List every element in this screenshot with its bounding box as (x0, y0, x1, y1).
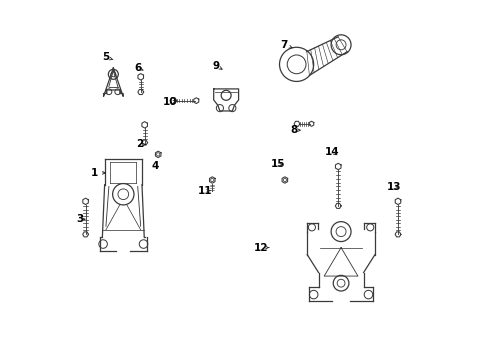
Text: 10: 10 (163, 97, 177, 107)
Text: 4: 4 (151, 161, 159, 171)
Text: 6: 6 (135, 63, 142, 73)
Text: 7: 7 (280, 40, 288, 50)
Text: 5: 5 (102, 52, 109, 62)
Text: 11: 11 (198, 186, 212, 196)
Text: 14: 14 (325, 147, 340, 157)
Text: 15: 15 (270, 159, 285, 169)
Text: 8: 8 (291, 125, 298, 135)
Text: 2: 2 (136, 139, 144, 149)
Text: 3: 3 (76, 214, 83, 224)
Text: 12: 12 (254, 243, 268, 253)
Text: 1: 1 (91, 168, 98, 178)
Text: 13: 13 (387, 182, 401, 192)
Text: 9: 9 (213, 61, 220, 71)
